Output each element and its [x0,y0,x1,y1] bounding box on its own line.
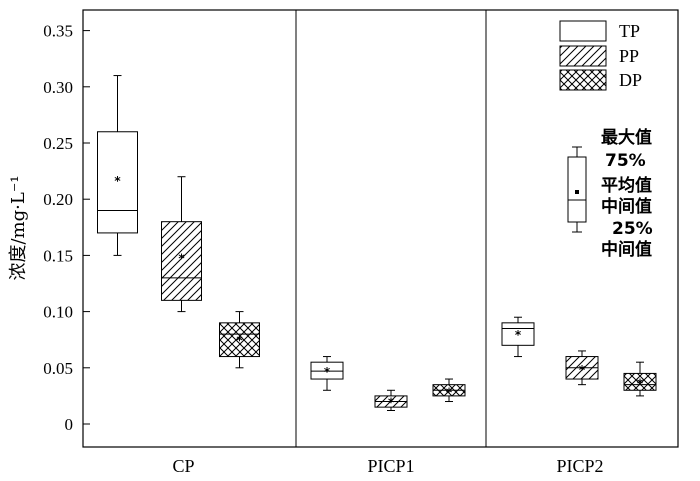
y-tick-label: 0.25 [43,134,73,153]
y-axis-label: 浓度/mg·L⁻¹ [8,175,29,280]
y-tick-label: 0.20 [43,190,73,209]
y-tick-label: 0.35 [43,22,73,41]
key-box [567,156,587,223]
y-axis: 0 0.05 0.10 0.15 0.20 0.25 0.30 0.35 [43,22,90,434]
box-dp-cp: * [219,311,260,369]
box-key-label: 中间值 [601,196,652,217]
box-tp-picp1: * [310,356,344,391]
mean-marker: * [114,174,121,188]
legend-item-tp: TP [559,20,640,42]
legend-item-pp: PP [559,45,639,67]
x-tick-label: CP [172,456,194,476]
box-key-label: 25% [612,219,653,239]
boxes: * * * * * * * * * [97,75,657,412]
mean-marker: * [324,365,331,379]
box-tp-cp: * [97,75,138,256]
box-key [567,146,587,233]
box-dp-picp1: * [432,378,466,403]
mean-marker: * [446,385,453,399]
box-dp-picp2: * [623,361,657,397]
box-pp-cp: * [161,176,202,313]
plot-frame [82,9,679,448]
box-key-label: 中间值 [601,239,652,260]
mean-marker: * [637,376,644,390]
x-tick-label: PICP2 [556,456,603,476]
mean-marker: * [579,363,586,377]
box-key-label: 最大值 [601,127,652,148]
y-tick-label: 0.10 [43,303,73,322]
box-body [219,322,260,358]
legend-label: DP [619,70,642,90]
box-body [97,131,138,234]
mean-marker: * [236,334,243,348]
box-body [161,221,202,301]
y-tick-label: 0.30 [43,78,73,97]
legend-swatch [559,20,607,42]
box-body [623,372,657,391]
box-key-label: 平均值 [601,175,652,196]
mean-marker: * [388,396,395,410]
y-tick-label: 0.15 [43,246,73,265]
legend-swatch [559,69,607,91]
legend-item-dp: DP [559,69,642,91]
legend: TP PP DP [559,20,642,91]
box-pp-picp1: * [374,389,408,412]
key-mean-marker [575,190,579,194]
x-tick-label: PICP1 [367,456,414,476]
y-tick-label: 0 [65,415,74,434]
mean-marker: * [515,328,522,342]
legend-swatch [559,45,607,67]
legend-label: PP [619,46,639,66]
box-pp-picp2: * [565,350,599,386]
mean-marker: * [178,252,185,266]
box-body [310,361,344,380]
box-tp-picp2: * [501,316,535,358]
y-tick-label: 0.05 [43,359,73,378]
x-axis: CP PICP1 PICP2 [172,456,603,476]
box-key-label: 75% [605,151,646,171]
legend-label: TP [619,21,640,41]
